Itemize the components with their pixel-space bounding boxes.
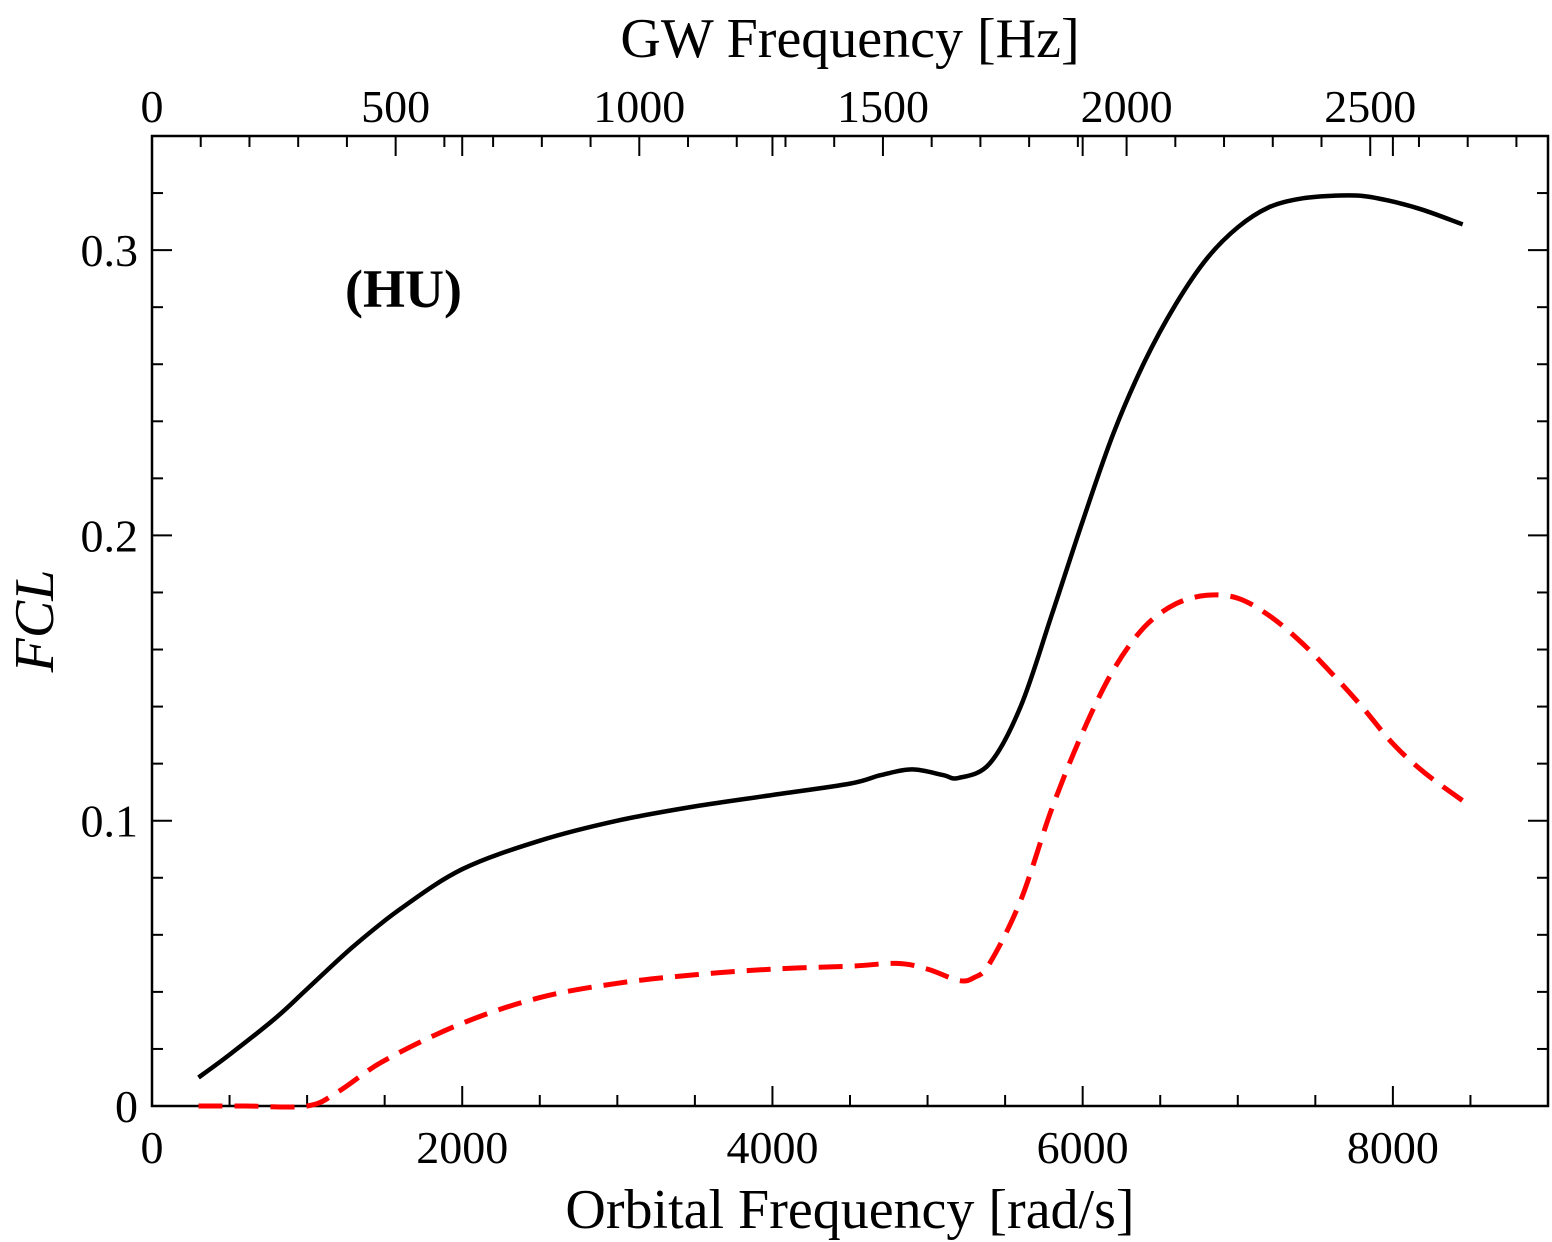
dashed-series-line (198, 592, 1465, 1110)
x2-tick-label: 500 (361, 81, 430, 132)
y-tick-label: 0 (115, 1081, 138, 1132)
hu-annotation: (HU) (345, 259, 462, 319)
solid-series-line (197, 193, 1464, 1080)
x-tick-label: 8000 (1347, 1122, 1439, 1173)
x2-tick-label: 2000 (1081, 81, 1173, 132)
x2-axis-title: GW Frequency [Hz] (620, 8, 1079, 70)
data-series (197, 193, 1465, 1110)
y-tick-label: 0.1 (81, 796, 139, 847)
x-tick-label: 6000 (1037, 1122, 1129, 1173)
y-tick-label: 0.2 (81, 510, 139, 561)
x2-tick-label: 1000 (593, 81, 685, 132)
x2-tick-label: 2500 (1324, 81, 1416, 132)
x-axis-title: Orbital Frequency [rad/s] (565, 1179, 1134, 1241)
x2-tick-label: 0 (141, 81, 164, 132)
x-tick-label: 0 (141, 1122, 164, 1173)
y-tick-label: 0.3 (81, 225, 139, 276)
x-tick-label: 4000 (726, 1122, 818, 1173)
y-axis-title: FCL (4, 570, 66, 674)
x2-tick-label: 1500 (837, 81, 929, 132)
x-tick-label: 2000 (416, 1122, 508, 1173)
tick-labels: 0 2000 4000 6000 8000 0 500 1000 1500 2000 2500 0 0.… (81, 81, 1439, 1173)
tick-marks (151, 135, 1549, 1107)
